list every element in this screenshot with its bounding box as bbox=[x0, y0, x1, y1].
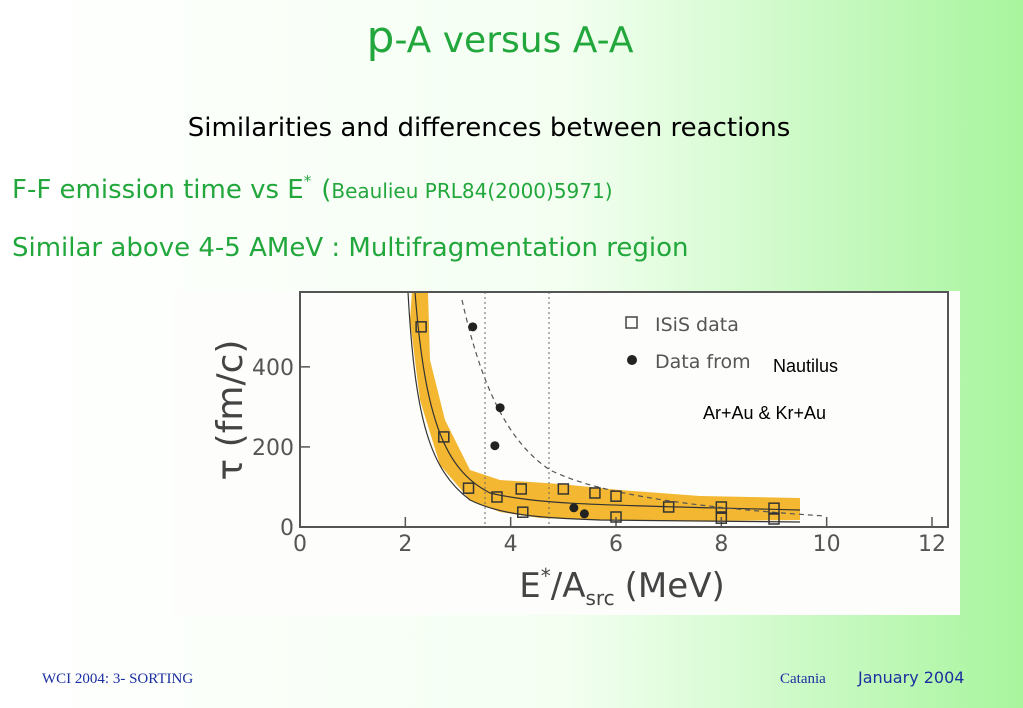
x-tick-label: 0 bbox=[293, 532, 307, 557]
line-text: F-F emission time vs E bbox=[12, 175, 304, 205]
point bbox=[579, 509, 589, 519]
x-tick-label: 4 bbox=[504, 532, 518, 557]
x-label-part: /A bbox=[551, 566, 586, 606]
x-tick-label: 10 bbox=[813, 532, 841, 557]
y-tick-label: 0 bbox=[280, 516, 294, 541]
point bbox=[415, 321, 427, 333]
legend-note: Nautilus bbox=[773, 356, 838, 376]
point bbox=[610, 511, 622, 523]
point bbox=[768, 502, 780, 514]
ref-open: ( bbox=[321, 175, 331, 205]
point bbox=[517, 506, 529, 518]
footer-place: Catania bbox=[780, 671, 826, 687]
point bbox=[768, 513, 780, 525]
legend-label: Data from bbox=[655, 351, 751, 373]
point bbox=[495, 403, 505, 413]
x-label-part: src bbox=[585, 586, 614, 610]
legend-note: Ar+Au & Kr+Au bbox=[703, 403, 826, 423]
fit-curve bbox=[407, 291, 801, 523]
footer-date: January 2004 bbox=[857, 668, 964, 687]
point bbox=[569, 503, 579, 513]
legend-label: ISiS data bbox=[655, 314, 739, 336]
x-tick-label: 2 bbox=[398, 532, 412, 557]
band bbox=[410, 292, 800, 521]
point bbox=[557, 483, 570, 495]
line-2: Similar above 4-5 AMeV : Multifragmentat… bbox=[12, 233, 688, 263]
point bbox=[662, 501, 675, 513]
plot: ISiS data Data from Nautilus Ar+Au & Kr+… bbox=[210, 291, 949, 610]
point bbox=[715, 512, 728, 524]
legend-marker bbox=[627, 355, 637, 365]
y-axis-label: τ (fm/c) bbox=[210, 340, 251, 481]
point bbox=[462, 482, 475, 494]
x-label-part: (MeV) bbox=[625, 566, 725, 606]
x-axis-label: E*/Asrc (MeV) bbox=[519, 564, 724, 610]
reference: Beaulieu PRL84(2000)5971) bbox=[331, 179, 612, 203]
x-label-part: E bbox=[519, 566, 540, 606]
point bbox=[491, 491, 503, 503]
x-tick-label: 8 bbox=[714, 532, 728, 557]
line-1: F-F emission time vs E* (Beaulieu PRL84(2… bbox=[12, 172, 613, 205]
title: p-A versus A-A bbox=[367, 12, 634, 63]
title-rest: -A versus A-A bbox=[394, 20, 633, 61]
fit-curve bbox=[414, 291, 801, 511]
point bbox=[515, 483, 527, 495]
point bbox=[438, 431, 450, 443]
x-tick-label: 12 bbox=[918, 532, 946, 557]
x-tick-label: 6 bbox=[609, 532, 623, 557]
plot-frame bbox=[299, 291, 949, 528]
point bbox=[610, 490, 622, 502]
x-label-part: * bbox=[541, 564, 551, 588]
dashed-curve bbox=[461, 299, 826, 517]
y-tick-label: 400 bbox=[252, 356, 294, 381]
line-sup: * bbox=[304, 172, 312, 190]
legend-marker bbox=[625, 316, 638, 329]
subtitle: Similarities and differences between rea… bbox=[188, 113, 790, 143]
footer-left: WCI 2004: 3- SORTING bbox=[42, 671, 193, 687]
point bbox=[490, 441, 500, 451]
figure-panel bbox=[173, 291, 960, 615]
title-first: p bbox=[367, 12, 395, 63]
point bbox=[468, 322, 478, 332]
point bbox=[715, 501, 728, 513]
y-tick-label: 200 bbox=[252, 436, 294, 461]
point bbox=[589, 487, 601, 499]
